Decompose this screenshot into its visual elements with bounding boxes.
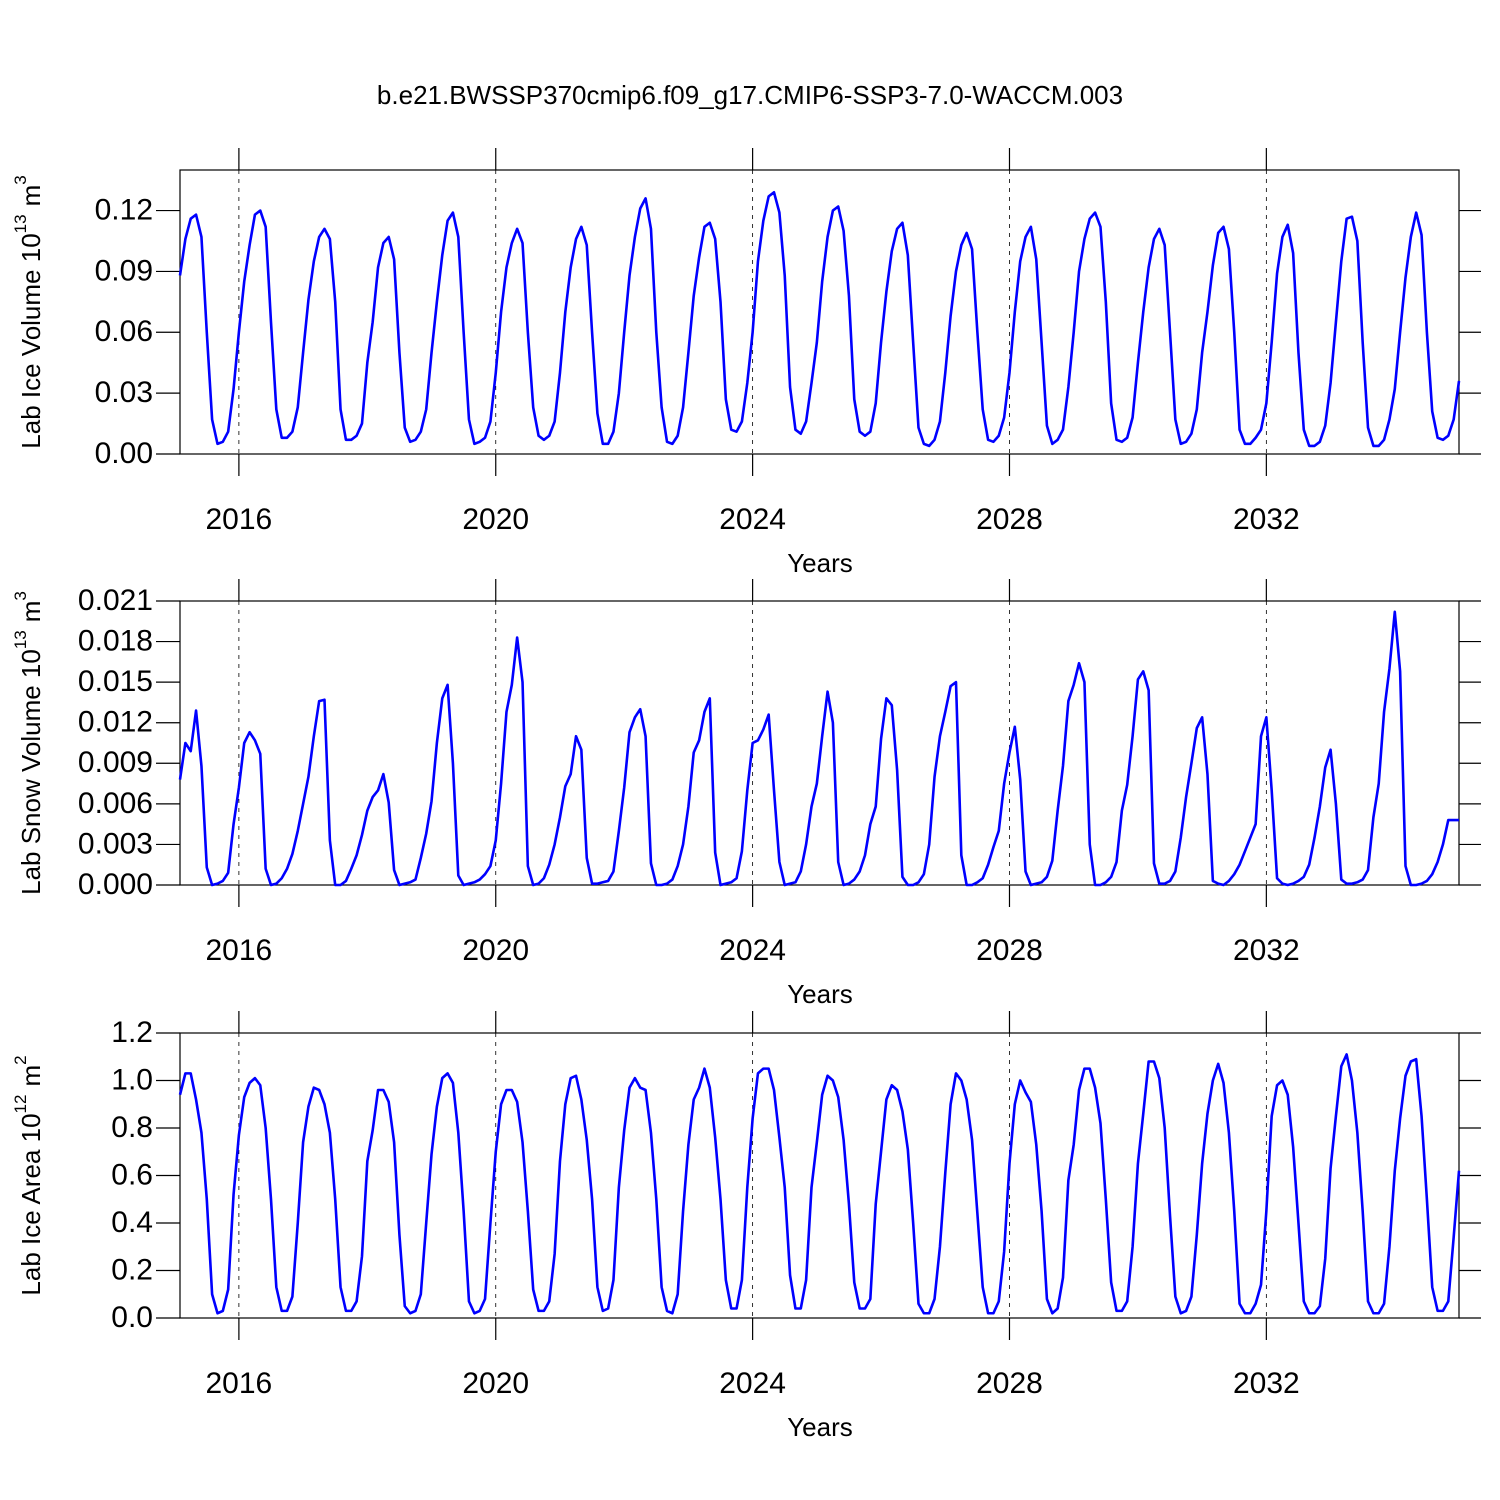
x-axis-label: Years bbox=[787, 548, 853, 578]
y-tick-label: 0.015 bbox=[78, 665, 153, 698]
y-axis-label-unit: m bbox=[16, 1065, 46, 1087]
x-tick-label: 2028 bbox=[976, 503, 1043, 536]
data-line bbox=[178, 191, 1461, 448]
y-tick-label: 0.6 bbox=[111, 1158, 153, 1191]
y-tick-label: 0.003 bbox=[78, 827, 153, 860]
y-axis-label-text: Lab Ice Area 10 bbox=[16, 1113, 46, 1295]
y-tick-label: 0.000 bbox=[78, 868, 153, 901]
x-tick-label: 2024 bbox=[719, 934, 786, 967]
x-tick-label: 2016 bbox=[206, 1367, 273, 1400]
y-tick-label: 0.009 bbox=[78, 746, 153, 779]
y-axis-label-unit: m bbox=[16, 601, 46, 623]
x-axis-label: Years bbox=[787, 979, 853, 1009]
y-tick-label: 0.03 bbox=[95, 376, 153, 409]
y-axis-label: Lab Ice Area 1012 m2 bbox=[11, 1055, 45, 1295]
y-tick-label: 0.09 bbox=[95, 254, 153, 287]
y-tick-label: 1.0 bbox=[111, 1063, 153, 1096]
y-tick-label: 0.021 bbox=[78, 584, 153, 617]
data-line bbox=[178, 1053, 1461, 1315]
y-tick-label: 0.00 bbox=[95, 437, 153, 470]
x-tick-label: 2016 bbox=[206, 934, 273, 967]
plot-frame bbox=[179, 169, 1460, 455]
x-tick-label: 2016 bbox=[206, 503, 273, 536]
y-axis-label-unit-exp: 2 bbox=[11, 1055, 30, 1064]
y-tick-label: 0.06 bbox=[95, 315, 153, 348]
panel: 2016 2020 2024 2028 2032 0.000 0.003 0.006 0.009… bbox=[11, 579, 1481, 1009]
y-tick-label: 0.0 bbox=[111, 1301, 153, 1334]
chart-title: b.e21.BWSSP370cmip6.f09_g17.CMIP6-SSP3-7… bbox=[377, 80, 1123, 110]
y-axis-label-exp: 12 bbox=[11, 1095, 30, 1114]
y-axis-label: Lab Ice Volume 1013 m3 bbox=[11, 175, 45, 448]
x-tick-label: 2032 bbox=[1233, 503, 1300, 536]
panel: 2016 2020 2024 2028 2032 0.00 0.03 0.06 0.09 0.12… bbox=[11, 148, 1481, 578]
y-tick-label: 1.2 bbox=[111, 1016, 153, 1049]
panel: 2016 2020 2024 2028 2032 0.0 0.2 0.4 0.6 0.8 1.0 1.… bbox=[11, 1011, 1481, 1442]
x-tick-label: 2024 bbox=[719, 1367, 786, 1400]
data-line bbox=[178, 610, 1459, 887]
x-tick-label: 2020 bbox=[462, 934, 529, 967]
y-axis-label-unit-exp: 3 bbox=[11, 591, 30, 600]
x-tick-label: 2024 bbox=[719, 503, 786, 536]
x-tick-label: 2020 bbox=[462, 1367, 529, 1400]
y-tick-label: 0.018 bbox=[78, 624, 153, 657]
y-tick-label: 0.012 bbox=[78, 706, 153, 739]
y-axis-label-unit-exp: 3 bbox=[11, 175, 30, 184]
x-axis-label: Years bbox=[787, 1412, 853, 1442]
x-tick-label: 2032 bbox=[1233, 1367, 1300, 1400]
y-tick-label: 0.4 bbox=[111, 1206, 153, 1239]
x-tick-label: 2020 bbox=[462, 503, 529, 536]
y-tick-label: 0.8 bbox=[111, 1111, 153, 1144]
y-tick-label: 0.2 bbox=[111, 1253, 153, 1286]
y-tick-label: 0.006 bbox=[78, 787, 153, 820]
y-axis-label-exp: 13 bbox=[11, 630, 30, 649]
y-tick-label: 0.12 bbox=[95, 193, 153, 226]
x-tick-label: 2028 bbox=[976, 1367, 1043, 1400]
y-axis-label-text: Lab Snow Volume 10 bbox=[16, 649, 46, 895]
x-tick-label: 2028 bbox=[976, 934, 1043, 967]
y-axis-label-exp: 13 bbox=[11, 214, 30, 233]
y-axis-label-unit: m bbox=[16, 185, 46, 207]
x-tick-label: 2032 bbox=[1233, 934, 1300, 967]
plot-frame bbox=[179, 600, 1460, 886]
y-axis-label: Lab Snow Volume 1013 m3 bbox=[11, 591, 45, 895]
y-axis-label-text: Lab Ice Volume 10 bbox=[16, 233, 46, 448]
